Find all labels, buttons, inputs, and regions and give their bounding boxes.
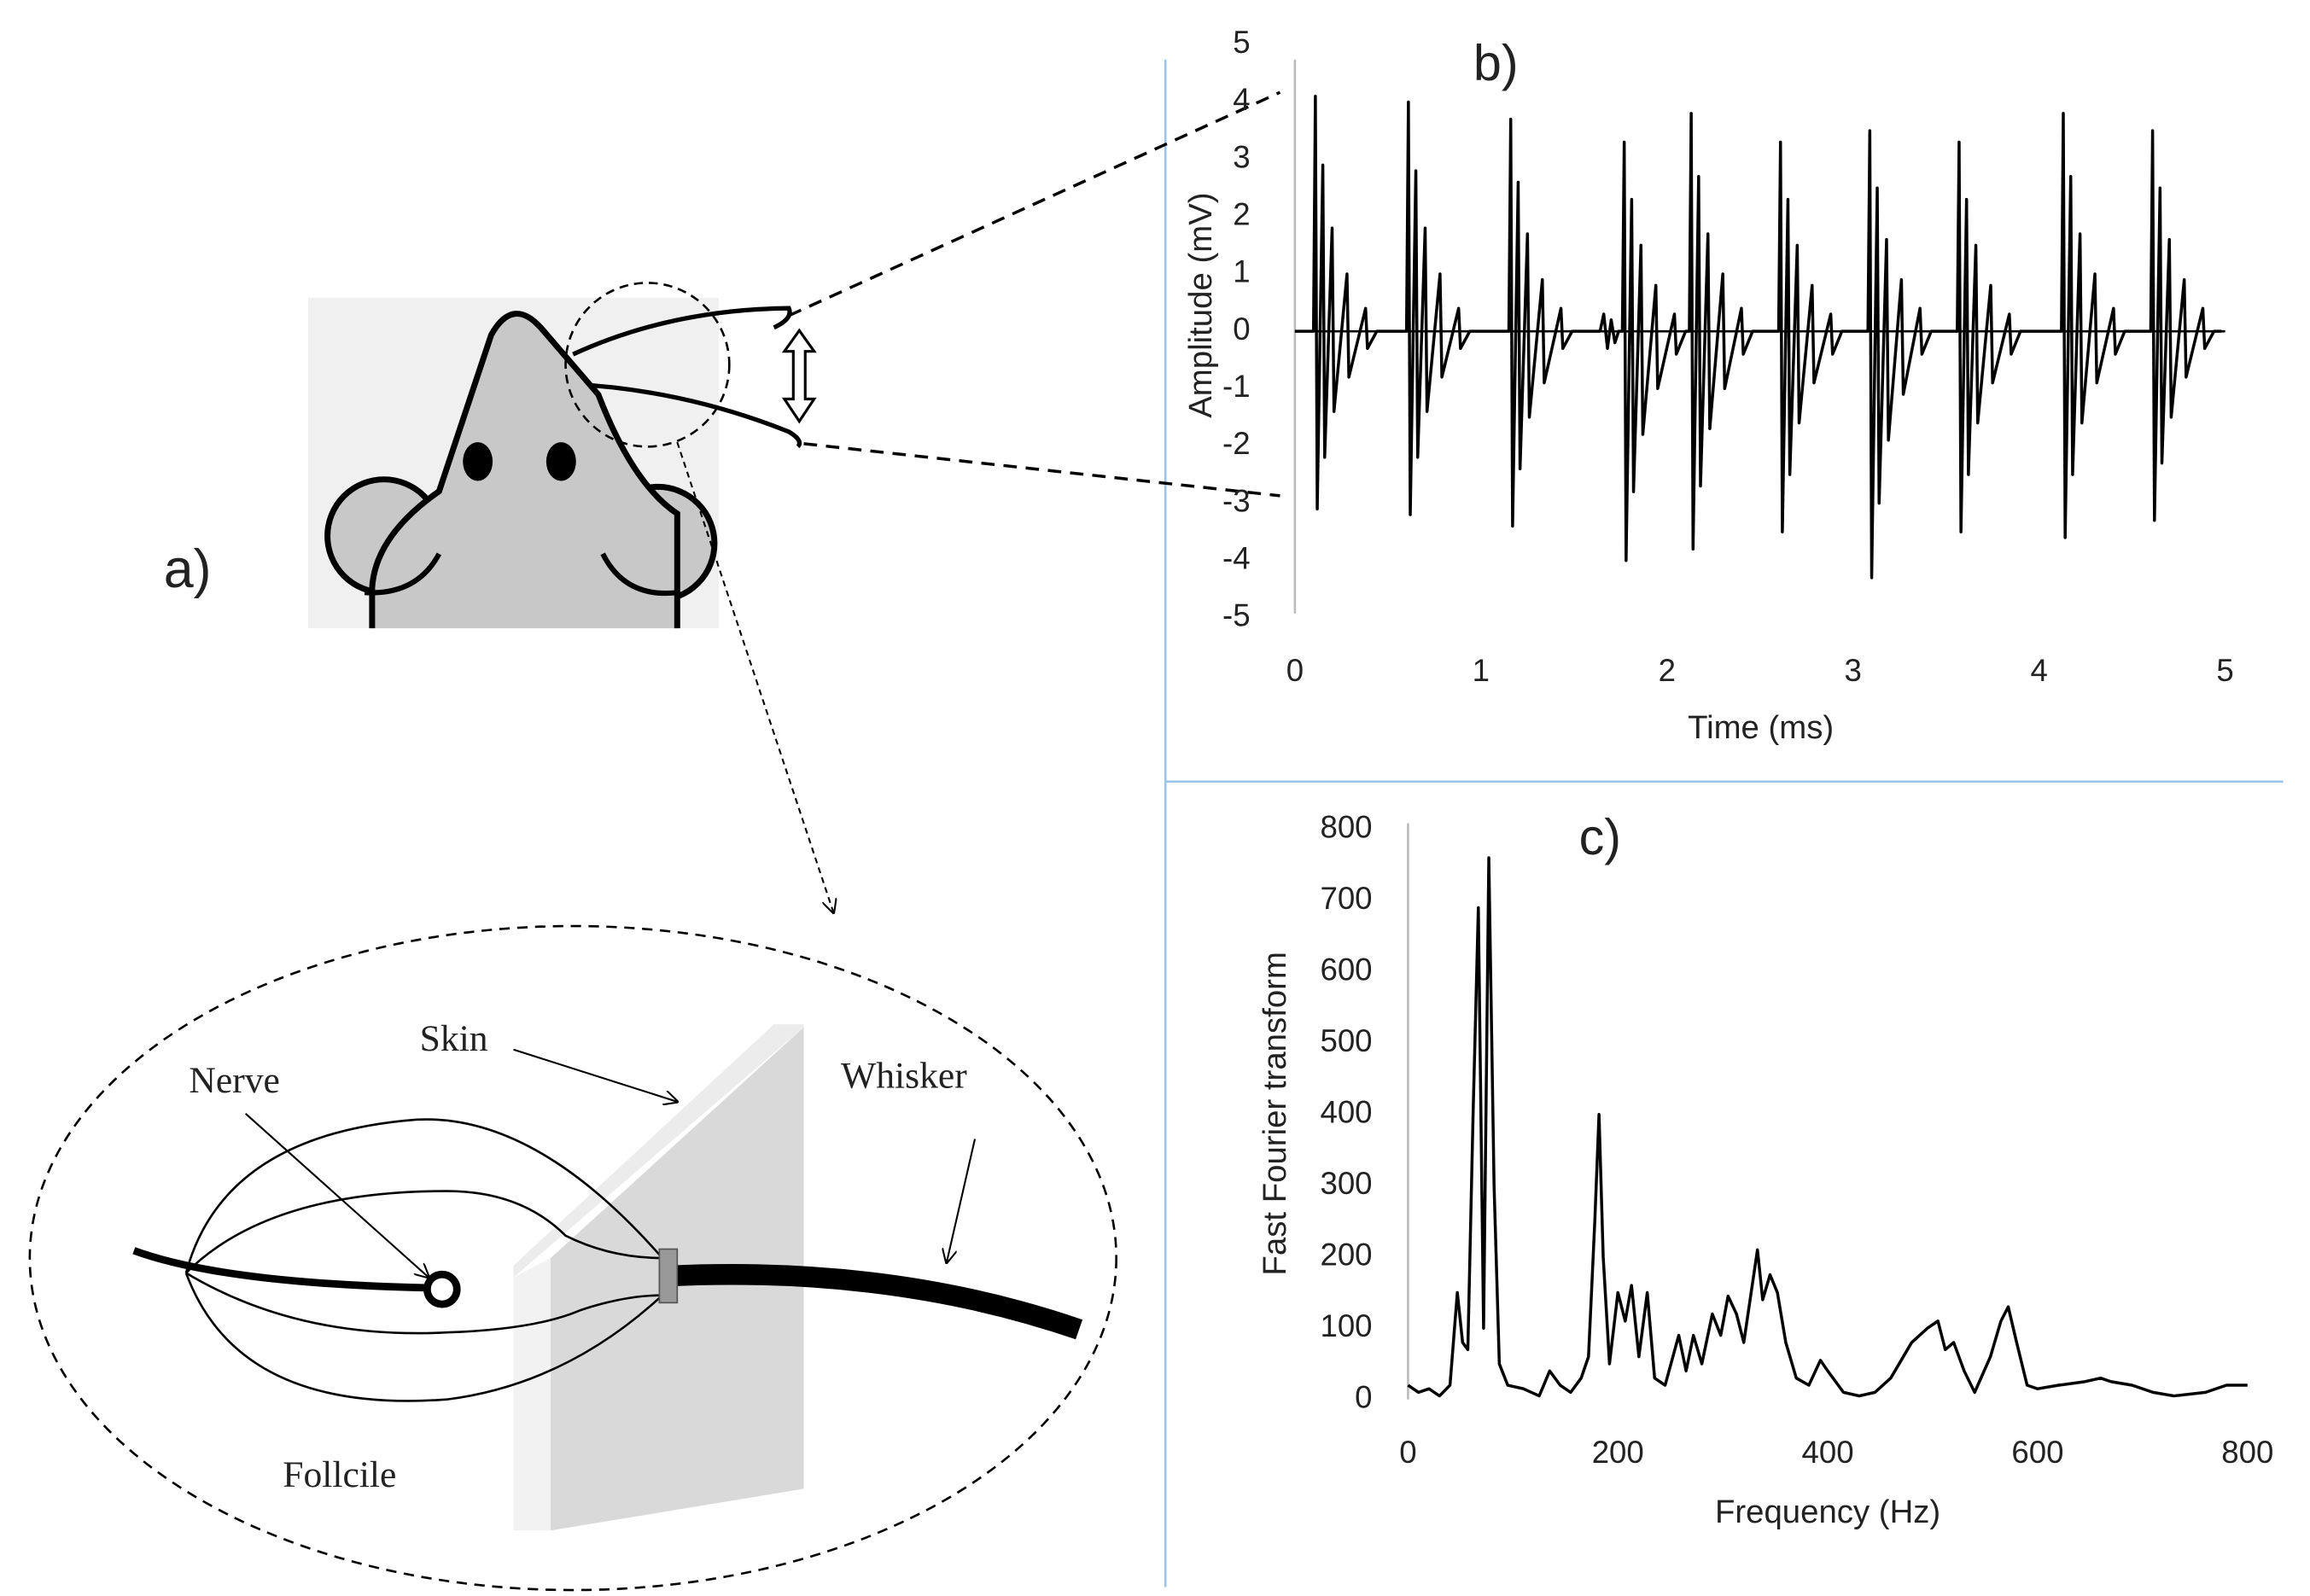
follicle-diagram: Nerve Skin Whisker Follcile [28,924,1117,1592]
x-tick-label: 0 [1399,1435,1416,1470]
follicle-label: Follcile [283,1454,396,1495]
y-axis-label: Amplitude (mV) [1182,192,1219,417]
x-tick-label: 3 [1845,653,1862,688]
whisker-label: Whisker [841,1056,967,1097]
y-tick-label: 800 [1320,809,1372,844]
y-tick-label: 2 [1233,196,1250,231]
y-tick-label: 4 [1233,82,1250,117]
y-tick-label: -5 [1222,598,1251,633]
x-tick-label: 5 [2216,653,2233,688]
y-tick-label: 5 [1233,25,1250,60]
y-tick-label: -2 [1222,426,1251,461]
y-tick-label: 100 [1320,1308,1372,1343]
y-axis-label: Fast Fourier transform [1257,952,1293,1276]
y-tick-label: 1 [1233,254,1250,289]
x-tick-label: 4 [2030,653,2047,688]
x-tick-label: 1 [1473,653,1490,688]
panel-separators [1164,59,2284,1587]
y-tick-label: 3 [1233,139,1250,174]
y-tick-label: -3 [1222,483,1251,518]
y-tick-label: 600 [1320,952,1372,987]
data-line [1407,856,2248,1398]
mouse-head [307,90,1281,912]
y-tick-label: 0 [1233,312,1250,347]
x-tick-label: 2 [1659,653,1676,688]
x-tick-label: 200 [1592,1435,1644,1470]
y-tick-label: 0 [1355,1379,1372,1414]
x-tick-label: 400 [1802,1435,1854,1470]
y-tick-label: 200 [1320,1237,1372,1272]
x-axis-label: Frequency (Hz) [1715,1494,1940,1530]
panel-label: c) [1579,808,1621,865]
x-axis-label: Time (ms) [1688,709,1834,746]
y-tick-label: 400 [1320,1094,1372,1129]
y-tick-label: 700 [1320,881,1372,916]
y-tick-label: -4 [1222,540,1251,575]
panel-label: b) [1473,34,1519,91]
panel-label: a) [164,539,212,599]
y-tick-label: 300 [1320,1166,1372,1201]
skin-label: Skin [420,1018,488,1059]
data-line [1294,95,2222,580]
x-tick-label: 600 [2011,1435,2063,1470]
x-tick-label: 800 [2221,1435,2273,1470]
y-tick-label: -1 [1222,369,1251,404]
y-tick-label: 500 [1320,1023,1372,1058]
x-tick-label: 0 [1286,653,1304,688]
nerve-label: Nerve [189,1060,279,1101]
